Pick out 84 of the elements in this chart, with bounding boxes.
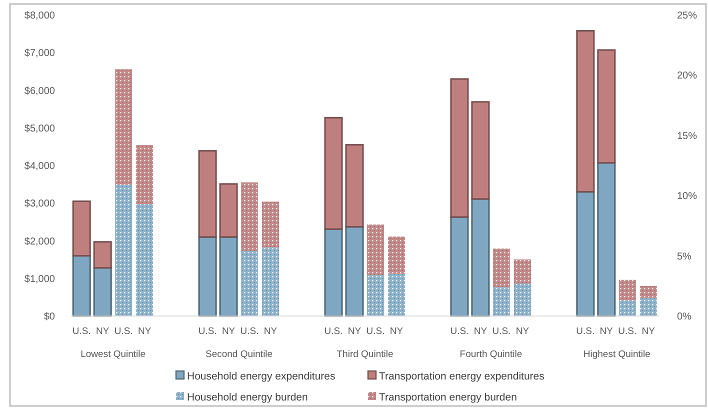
bar xyxy=(262,247,280,316)
y2-tick-label: 25% xyxy=(677,10,698,22)
bar xyxy=(388,274,405,316)
y-tick-label: $4,000 xyxy=(24,161,56,172)
x-tick-label: U.S. xyxy=(324,326,343,337)
y-tick-label: $8,000 xyxy=(24,10,56,22)
x-tick-label: NY xyxy=(474,326,488,337)
x-tick-label: U.S. xyxy=(492,326,511,337)
bar xyxy=(514,259,531,284)
y-tick-label: $0 xyxy=(44,312,56,322)
legend-label: Transportation energy burden xyxy=(379,392,518,404)
y2-tick-label: 10% xyxy=(677,191,698,202)
x-tick-label: NY xyxy=(264,326,278,337)
bar xyxy=(450,78,469,218)
bar xyxy=(262,202,280,248)
bar xyxy=(366,224,384,276)
bar xyxy=(640,286,657,298)
legend-label: Household energy burden xyxy=(187,392,308,404)
bar xyxy=(576,191,595,317)
bar xyxy=(198,150,217,238)
bar xyxy=(72,200,91,257)
x-tick-label: U.S. xyxy=(618,326,637,337)
bar xyxy=(219,183,238,238)
y2-tick-label: 0% xyxy=(677,312,692,322)
bar xyxy=(93,267,112,317)
x-tick-label: U.S. xyxy=(576,326,595,337)
bar xyxy=(450,216,469,317)
bar xyxy=(241,182,258,251)
text: Lowest Quintile xyxy=(80,349,146,360)
bar xyxy=(115,184,132,316)
x-tick-label: NY xyxy=(642,326,656,337)
bar xyxy=(324,116,343,230)
bar xyxy=(241,250,258,316)
x-tick-label: U.S. xyxy=(198,326,217,337)
x-tick-label: NY xyxy=(138,326,152,337)
y2-tick-label: 15% xyxy=(677,130,698,142)
bar xyxy=(640,298,657,316)
bar xyxy=(345,226,364,317)
bar xyxy=(219,236,238,317)
bar xyxy=(618,280,636,300)
bar xyxy=(618,300,636,316)
x-tick-label: U.S. xyxy=(114,326,133,337)
y-tick-label: $5,000 xyxy=(24,123,56,134)
y-tick-label: $7,000 xyxy=(24,48,56,60)
bar xyxy=(471,101,490,200)
text: Second Quintile xyxy=(206,349,273,360)
x-tick-label: U.S. xyxy=(72,326,91,337)
x-tick-label: NY xyxy=(348,326,362,337)
bar xyxy=(366,275,384,316)
bar xyxy=(136,145,154,204)
bar xyxy=(115,69,132,185)
bar xyxy=(597,49,616,164)
x-tick-label: NY xyxy=(516,326,530,337)
x-tick-label: NY xyxy=(600,326,614,337)
text: Fourth Quintile xyxy=(460,349,522,360)
bar xyxy=(576,30,595,193)
y-tick-label: $2,000 xyxy=(24,236,56,248)
bar xyxy=(471,198,490,317)
bar xyxy=(514,283,531,316)
bar xyxy=(136,204,154,316)
bar xyxy=(597,162,616,317)
y2-tick-label: 20% xyxy=(677,70,698,82)
text: Highest Quintile xyxy=(583,349,650,360)
y-tick-label: $6,000 xyxy=(24,86,56,97)
x-tick-label: NY xyxy=(96,326,110,337)
x-tick-label: U.S. xyxy=(366,326,385,337)
legend-label: Transportation energy expenditures xyxy=(379,370,544,383)
y-tick-label: $3,000 xyxy=(24,198,56,210)
y2-tick-label: 5% xyxy=(677,251,692,262)
legend-label: Household energy expenditures xyxy=(187,370,336,383)
bar xyxy=(198,236,217,317)
bar xyxy=(93,241,112,269)
x-tick-label: NY xyxy=(390,326,404,337)
bar xyxy=(345,144,364,228)
bar xyxy=(492,287,510,316)
bar xyxy=(492,248,510,288)
bar xyxy=(72,255,91,317)
text: Third Quintile xyxy=(336,349,394,360)
bar xyxy=(388,236,405,274)
x-tick-label: NY xyxy=(222,326,236,337)
bar xyxy=(324,228,343,317)
x-tick-label: U.S. xyxy=(450,326,469,337)
x-tick-label: U.S. xyxy=(240,326,259,337)
y-tick-label: $1,000 xyxy=(24,274,56,285)
